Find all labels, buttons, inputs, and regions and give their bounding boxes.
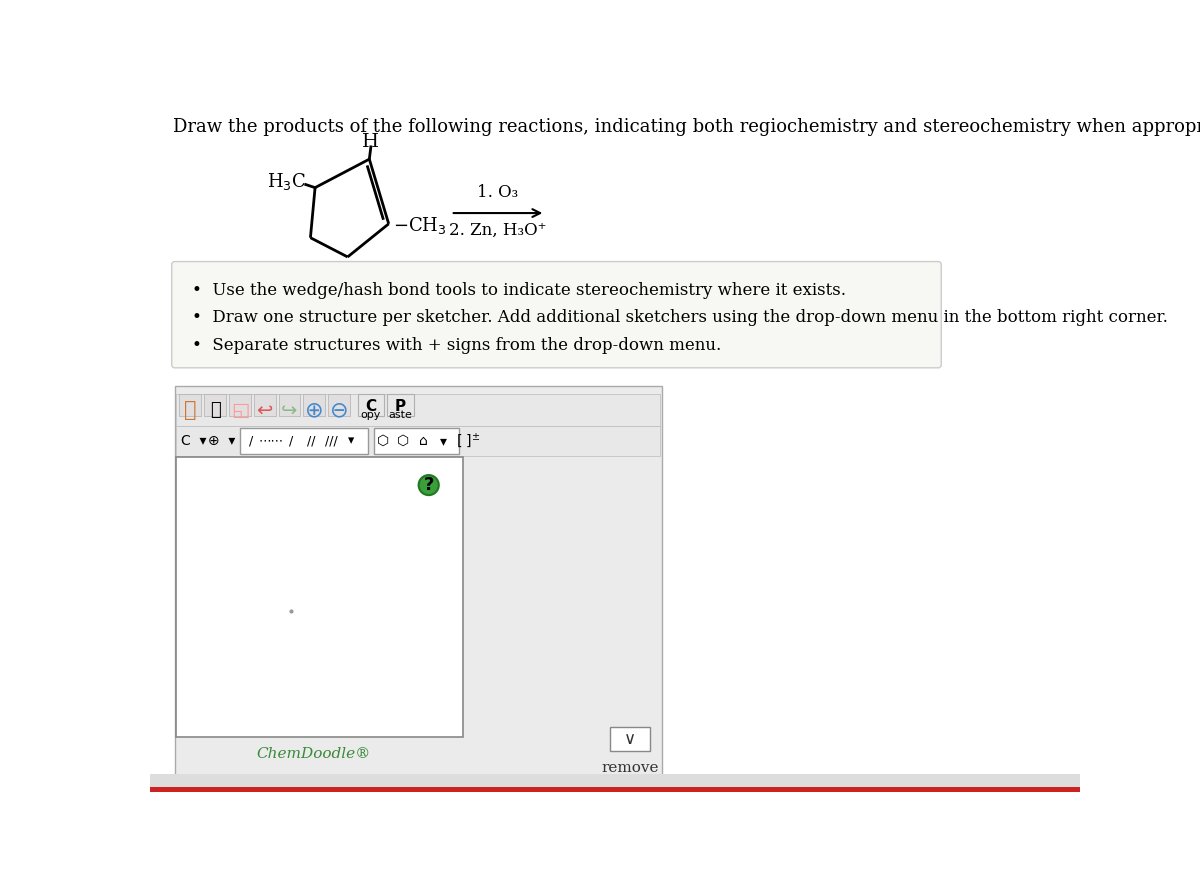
Bar bbox=[229, 394, 251, 416]
Text: 🧴: 🧴 bbox=[210, 401, 221, 419]
Text: //: // bbox=[307, 434, 316, 448]
Text: •  Separate structures with + signs from the drop-down menu.: • Separate structures with + signs from … bbox=[192, 337, 721, 354]
Bar bbox=[204, 394, 226, 416]
Circle shape bbox=[419, 475, 439, 495]
Text: remove: remove bbox=[601, 761, 659, 775]
Bar bbox=[278, 394, 300, 416]
Text: H: H bbox=[362, 134, 379, 151]
Text: $\mathdefault{-}$CH$_3$: $\mathdefault{-}$CH$_3$ bbox=[394, 214, 448, 236]
Text: P: P bbox=[395, 399, 406, 414]
Text: aste: aste bbox=[389, 409, 413, 420]
Text: ∨: ∨ bbox=[624, 730, 636, 748]
Text: H$_3$C: H$_3$C bbox=[266, 171, 306, 192]
Bar bbox=[150, 788, 1080, 792]
Text: ✋: ✋ bbox=[184, 400, 197, 420]
Bar bbox=[254, 394, 276, 416]
Text: C  ▾: C ▾ bbox=[181, 434, 206, 448]
Text: ⌂: ⌂ bbox=[419, 434, 428, 448]
Bar bbox=[180, 394, 202, 416]
Text: Draw the products of the following reactions, indicating both regiochemistry and: Draw the products of the following react… bbox=[173, 118, 1200, 136]
Text: ChemDoodle®: ChemDoodle® bbox=[257, 748, 371, 761]
Bar bbox=[176, 426, 660, 456]
Text: •  Use the wedge/hash bond tools to indicate stereochemistry where it exists.: • Use the wedge/hash bond tools to indic… bbox=[192, 281, 846, 298]
Text: ↩: ↩ bbox=[257, 400, 272, 420]
Bar bbox=[304, 394, 325, 416]
Text: [ ]$^{\pm}$: [ ]$^{\pm}$ bbox=[456, 432, 481, 450]
Text: ⬡: ⬡ bbox=[377, 434, 389, 448]
Text: ▾: ▾ bbox=[440, 434, 448, 448]
Bar bbox=[240, 428, 367, 454]
Text: ⊖: ⊖ bbox=[330, 400, 348, 420]
Bar bbox=[176, 394, 660, 426]
Text: ◱: ◱ bbox=[230, 400, 250, 420]
Bar bbox=[374, 428, 460, 454]
Text: opy: opy bbox=[361, 409, 382, 420]
Bar bbox=[175, 386, 661, 778]
Bar bbox=[176, 457, 463, 737]
Text: C: C bbox=[365, 399, 377, 414]
Text: 2. Zn, H₃O⁺: 2. Zn, H₃O⁺ bbox=[449, 222, 547, 239]
Text: ⊕: ⊕ bbox=[305, 400, 324, 420]
Text: ↪: ↪ bbox=[281, 400, 298, 420]
Text: ⬡: ⬡ bbox=[397, 434, 409, 448]
Text: /: / bbox=[289, 434, 293, 448]
Text: ▾: ▾ bbox=[348, 434, 355, 448]
Bar bbox=[150, 773, 1080, 788]
Text: ?: ? bbox=[424, 476, 434, 494]
Bar bbox=[388, 394, 414, 416]
FancyBboxPatch shape bbox=[172, 262, 941, 368]
Text: ///: /// bbox=[325, 434, 337, 448]
Text: 1. O₃: 1. O₃ bbox=[478, 183, 518, 201]
Text: ⋯⋯: ⋯⋯ bbox=[258, 434, 283, 448]
Text: ⊕  ▾: ⊕ ▾ bbox=[208, 434, 235, 448]
Bar bbox=[329, 394, 350, 416]
Text: •  Draw one structure per sketcher. Add additional sketchers using the drop-down: • Draw one structure per sketcher. Add a… bbox=[192, 310, 1168, 327]
Bar bbox=[610, 727, 650, 750]
Text: /: / bbox=[248, 434, 253, 448]
Bar bbox=[358, 394, 384, 416]
